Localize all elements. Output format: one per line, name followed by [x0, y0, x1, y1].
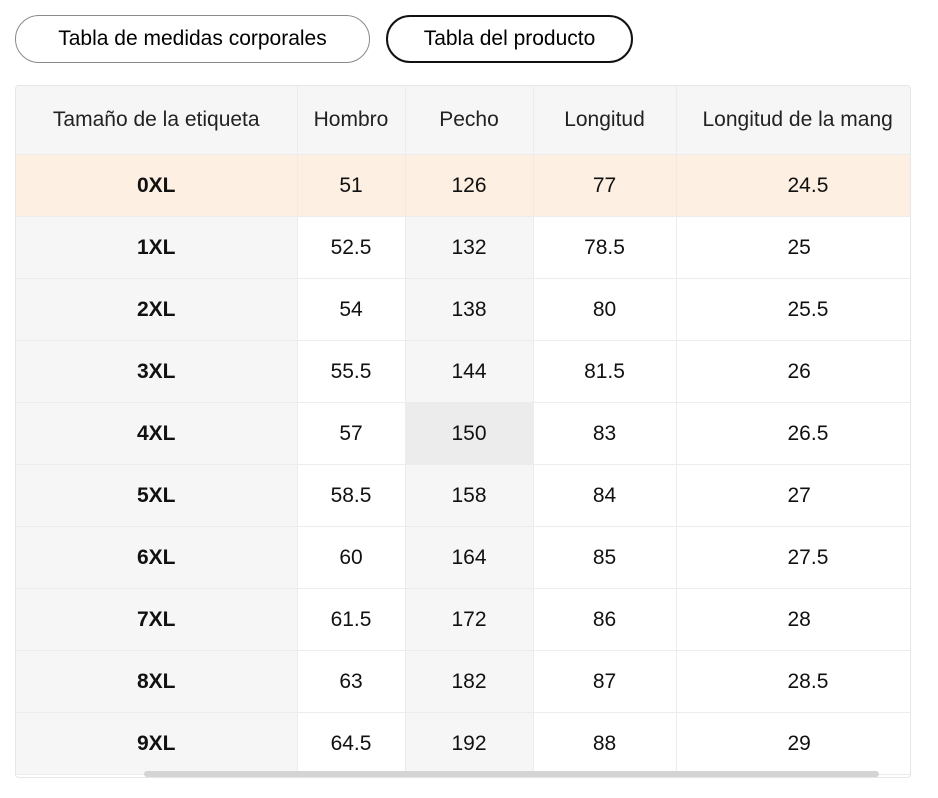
cell-sleeve-length: 27.5	[676, 526, 910, 589]
table-row: 0XL 51 126 77 24.5	[16, 154, 910, 217]
cell-length: 87	[533, 650, 677, 713]
cell-shoulder: 52.5	[297, 216, 406, 279]
table-row: 3XL 55.5 144 81.5 26	[16, 340, 910, 403]
table-row: 2XL 54 138 80 25.5	[16, 278, 910, 341]
cell-shoulder: 63	[297, 650, 406, 713]
cell-shoulder: 60	[297, 526, 406, 589]
cell-length: 80	[533, 278, 677, 341]
cell-shoulder: 51	[297, 154, 406, 217]
cell-length: 84	[533, 464, 677, 527]
cell-length: 81.5	[533, 340, 677, 403]
cell-length: 86	[533, 588, 677, 651]
table-row: 8XL 63 182 87 28.5	[16, 650, 910, 713]
header-length: Longitud	[533, 86, 677, 155]
cell-chest: 172	[405, 588, 534, 651]
cell-tag-size: 8XL	[16, 650, 298, 713]
table-row: 4XL 57 150 83 26.5	[16, 402, 910, 465]
cell-sleeve-length: 28	[676, 588, 910, 651]
cell-sleeve-length: 26.5	[676, 402, 910, 465]
tab-product-chart[interactable]: Tabla del producto	[386, 15, 633, 63]
cell-sleeve-length: 25.5	[676, 278, 910, 341]
cell-length: 85	[533, 526, 677, 589]
cell-tag-size: 6XL	[16, 526, 298, 589]
cell-chest: 192	[405, 712, 534, 775]
cell-tag-size: 3XL	[16, 340, 298, 403]
cell-chest: 132	[405, 216, 534, 279]
table-row: 9XL 64.5 192 88 29	[16, 712, 910, 775]
cell-tag-size: 5XL	[16, 464, 298, 527]
cell-tag-size: 2XL	[16, 278, 298, 341]
cell-length: 77	[533, 154, 677, 217]
cell-sleeve-length: 27	[676, 464, 910, 527]
cell-length: 78.5	[533, 216, 677, 279]
header-tag-size: Tamaño de la etiqueta	[16, 86, 298, 155]
cell-chest: 182	[405, 650, 534, 713]
size-chart-tabs: Tabla de medidas corporales Tabla del pr…	[15, 15, 633, 63]
cell-sleeve-length: 24.5	[676, 154, 910, 217]
horizontal-scrollbar[interactable]	[144, 771, 879, 777]
cell-tag-size: 7XL	[16, 588, 298, 651]
header-shoulder: Hombro	[297, 86, 406, 155]
cell-sleeve-length: 26	[676, 340, 910, 403]
size-table-scroll-container[interactable]: Tamaño de la etiqueta Hombro Pecho Longi…	[15, 85, 911, 778]
cell-shoulder: 64.5	[297, 712, 406, 775]
cell-chest: 126	[405, 154, 534, 217]
table-row: 7XL 61.5 172 86 28	[16, 588, 910, 651]
header-sleeve-length: Longitud de la mang	[676, 86, 910, 155]
cell-chest: 164	[405, 526, 534, 589]
table-row: 5XL 58.5 158 84 27	[16, 464, 910, 527]
cell-shoulder: 57	[297, 402, 406, 465]
cell-chest: 144	[405, 340, 534, 403]
cell-sleeve-length: 28.5	[676, 650, 910, 713]
cell-tag-size: 9XL	[16, 712, 298, 775]
cell-length: 88	[533, 712, 677, 775]
cell-chest: 138	[405, 278, 534, 341]
table-header-row: Tamaño de la etiqueta Hombro Pecho Longi…	[16, 86, 910, 155]
cell-sleeve-length: 25	[676, 216, 910, 279]
cell-chest: 158	[405, 464, 534, 527]
cell-shoulder: 54	[297, 278, 406, 341]
cell-shoulder: 58.5	[297, 464, 406, 527]
table-row: 1XL 52.5 132 78.5 25	[16, 216, 910, 279]
size-table: Tamaño de la etiqueta Hombro Pecho Longi…	[16, 86, 910, 775]
cell-length: 83	[533, 402, 677, 465]
cell-chest: 150	[405, 402, 534, 465]
cell-tag-size: 1XL	[16, 216, 298, 279]
header-chest: Pecho	[405, 86, 534, 155]
tab-body-measurements[interactable]: Tabla de medidas corporales	[15, 15, 370, 63]
cell-shoulder: 55.5	[297, 340, 406, 403]
cell-sleeve-length: 29	[676, 712, 910, 775]
cell-tag-size: 4XL	[16, 402, 298, 465]
table-row: 6XL 60 164 85 27.5	[16, 526, 910, 589]
cell-tag-size: 0XL	[16, 154, 298, 217]
cell-shoulder: 61.5	[297, 588, 406, 651]
